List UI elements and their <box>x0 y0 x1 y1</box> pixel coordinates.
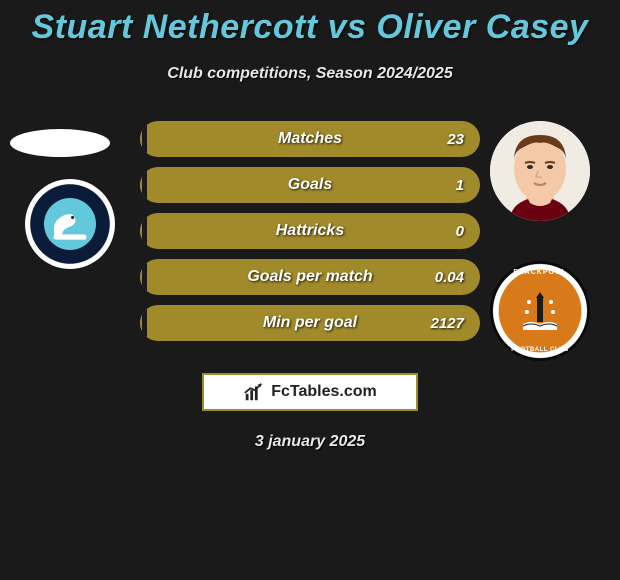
crest-text-top: BLACKPOOL <box>490 269 590 276</box>
player-right-crest: BLACKPOOL FOOTBALL CLUB <box>490 261 590 361</box>
player-left-crest <box>25 179 115 269</box>
stat-row: Goals per match0.04 <box>140 259 480 295</box>
brand-box[interactable]: FcTables.com <box>202 373 418 411</box>
stat-value-right: 1 <box>456 167 464 203</box>
subtitle: Club competitions, Season 2024/2025 <box>0 65 620 83</box>
comparison-panel: BLACKPOOL FOOTBALL CLUB Matches23 Goals1 H… <box>0 121 620 361</box>
swan-icon <box>44 198 96 250</box>
stat-row: Hattricks0 <box>140 213 480 249</box>
wycombe-swan-icon <box>44 198 96 250</box>
brand-text: FcTables.com <box>271 383 377 401</box>
stat-label: Goals per match <box>140 259 480 295</box>
player-right-avatar <box>490 121 590 221</box>
stat-value-right: 0.04 <box>435 259 464 295</box>
chart-icon <box>243 381 265 403</box>
stat-bars: Matches23 Goals1 Hattricks0 Goals per match… <box>140 121 480 351</box>
stat-label: Min per goal <box>140 305 480 341</box>
crest-text-bot: FOOTBALL CLUB <box>490 347 590 353</box>
blackpool-tower-icon <box>521 292 559 330</box>
stat-label: Goals <box>140 167 480 203</box>
stat-label: Matches <box>140 121 480 157</box>
stat-label: Hattricks <box>140 213 480 249</box>
stat-row: Min per goal2127 <box>140 305 480 341</box>
date-label: 3 january 2025 <box>0 433 620 451</box>
stat-row: Goals1 <box>140 167 480 203</box>
stat-value-right: 23 <box>447 121 464 157</box>
player-face-icon <box>490 121 590 221</box>
stat-value-right: 0 <box>456 213 464 249</box>
stat-value-right: 2127 <box>431 305 464 341</box>
stat-row: Matches23 <box>140 121 480 157</box>
player-left-avatar <box>10 129 110 157</box>
page-title: Stuart Nethercott vs Oliver Casey <box>0 0 620 47</box>
